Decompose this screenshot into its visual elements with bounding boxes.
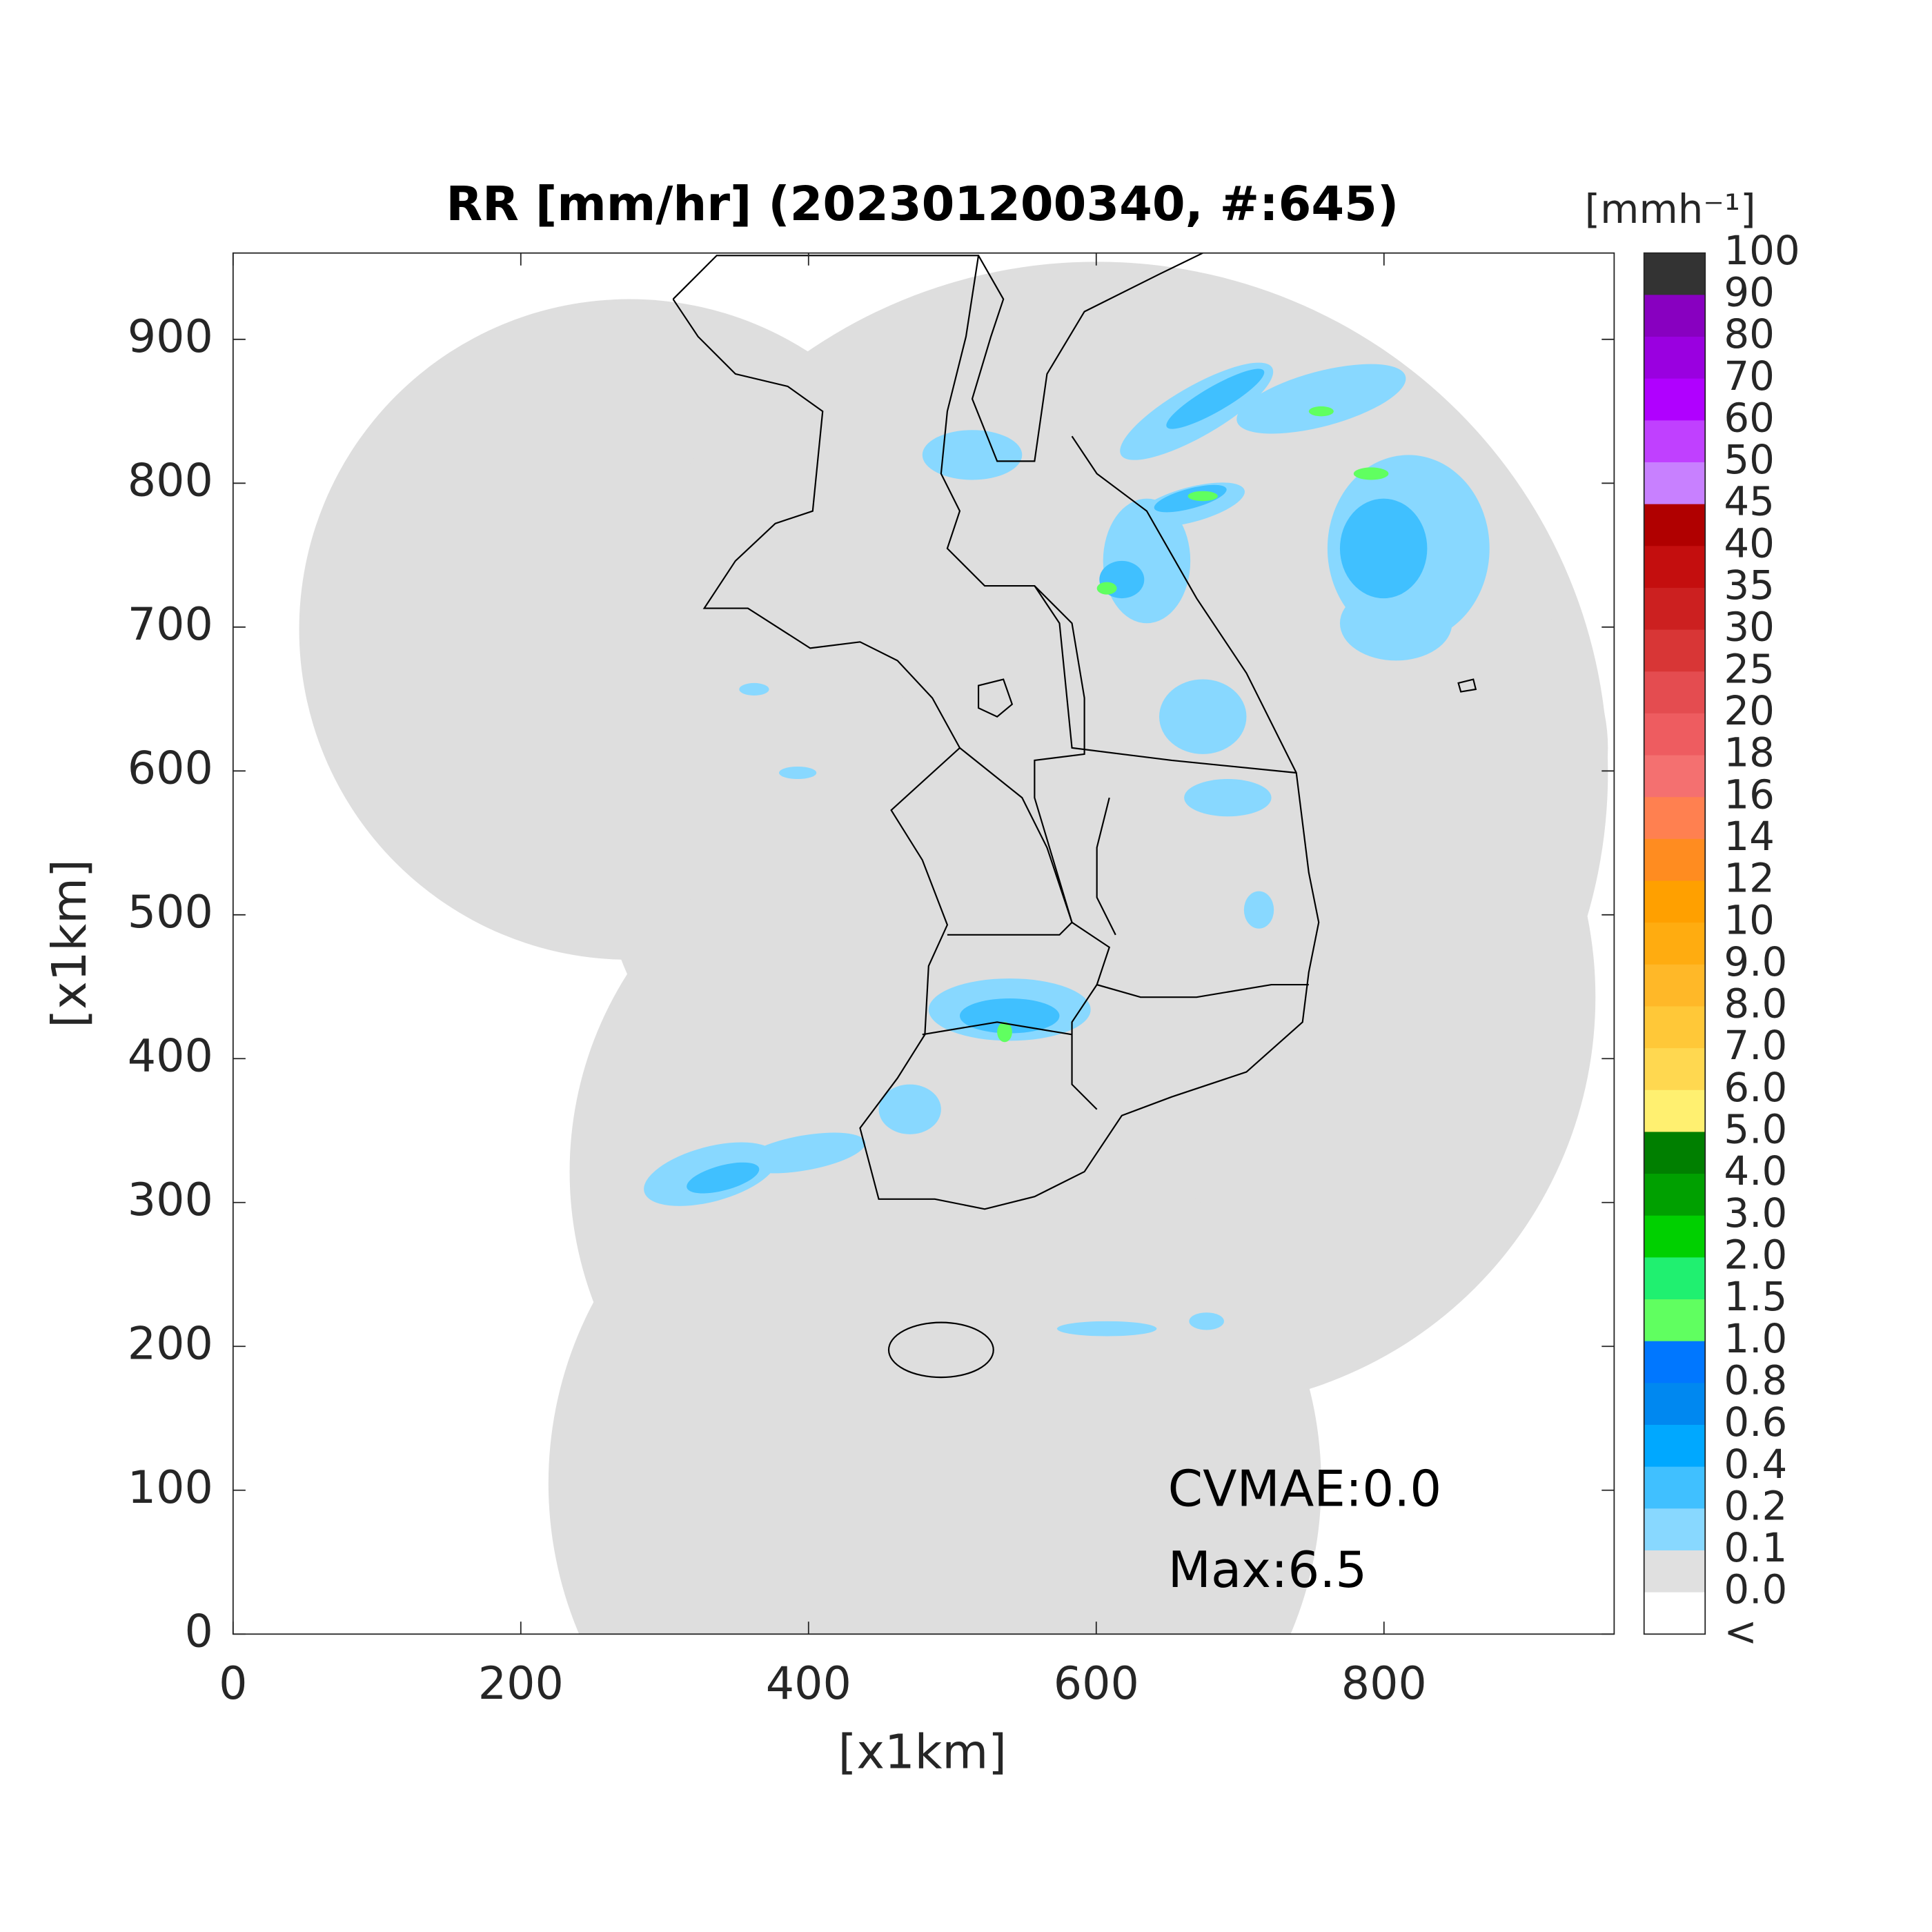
colorbar-segment bbox=[1644, 420, 1706, 463]
annotation: Max:6.5 bbox=[1168, 1541, 1368, 1599]
y-tick-label: 600 bbox=[128, 742, 213, 794]
colorbar-segment bbox=[1644, 755, 1706, 798]
colorbar-tick-label: 100 bbox=[1724, 227, 1800, 274]
colorbar-tick-label: 0.1 bbox=[1724, 1524, 1787, 1571]
colorbar-segment bbox=[1644, 1215, 1706, 1259]
colorbar-tick-label: 5.0 bbox=[1724, 1106, 1787, 1153]
y-tick-label: 500 bbox=[128, 887, 213, 938]
colorbar-segment bbox=[1644, 1508, 1706, 1551]
colorbar-segment bbox=[1644, 964, 1706, 1007]
colorbar-segment bbox=[1644, 1174, 1706, 1216]
y-tick-label: 400 bbox=[128, 1030, 213, 1082]
colorbar-segment bbox=[1644, 880, 1706, 924]
colorbar-tick-label: 25 bbox=[1724, 645, 1775, 692]
colorbar-tick-label: 0.2 bbox=[1724, 1482, 1787, 1529]
rain-echoes bbox=[644, 362, 1490, 1337]
colorbar-segment bbox=[1644, 337, 1706, 379]
map-area bbox=[299, 253, 1608, 1635]
colorbar-segment bbox=[1644, 671, 1706, 714]
colorbar-segment bbox=[1644, 838, 1706, 882]
colorbar-tick-label: 70 bbox=[1724, 353, 1775, 400]
colorbar-tick-label: 0.6 bbox=[1724, 1399, 1787, 1446]
colorbar-tick-label: 40 bbox=[1724, 520, 1775, 566]
y-tick-label: 100 bbox=[128, 1462, 213, 1514]
coastline bbox=[672, 253, 1477, 1379]
colorbar-segment bbox=[1644, 1341, 1706, 1384]
colorbar-tick-label: 45 bbox=[1724, 478, 1775, 525]
colorbar-segment bbox=[1644, 1132, 1706, 1174]
colorbar-frame bbox=[1643, 252, 1706, 1635]
colorbar-tick-label: 2.0 bbox=[1724, 1231, 1787, 1278]
colorbar-segment bbox=[1644, 797, 1706, 840]
colorbar-tick-label: 20 bbox=[1724, 687, 1775, 734]
colorbar-tick-label: 18 bbox=[1724, 729, 1775, 776]
colorbar-segment bbox=[1644, 546, 1706, 589]
colorbar-segment bbox=[1644, 504, 1706, 547]
colorbar-segment bbox=[1644, 713, 1706, 756]
y-tick-label: 200 bbox=[128, 1318, 213, 1370]
colorbar-tick-label: 10 bbox=[1724, 896, 1775, 943]
y-tick-label: 700 bbox=[128, 599, 213, 651]
y-tick-label: 300 bbox=[128, 1174, 213, 1226]
x-axis-label: [x1km] bbox=[838, 1725, 1007, 1780]
colorbar-tick-label: 30 bbox=[1724, 604, 1775, 651]
colorbar-tick-label: 12 bbox=[1724, 855, 1775, 902]
y-axis-label: [x1km] bbox=[42, 859, 97, 1027]
colorbar-tick-label: 14 bbox=[1724, 813, 1775, 860]
x-tick-label: 800 bbox=[1341, 1658, 1427, 1710]
colorbar-tick-label: 1.0 bbox=[1724, 1315, 1787, 1362]
x-tick-label: 200 bbox=[478, 1658, 564, 1710]
colorbar-segment bbox=[1644, 1299, 1706, 1342]
colorbar-tick-label: 6.0 bbox=[1724, 1064, 1787, 1111]
x-tick-label: 400 bbox=[766, 1658, 851, 1710]
colorbar-segment bbox=[1644, 253, 1706, 296]
colorbar-tick-label: 8.0 bbox=[1724, 980, 1787, 1027]
x-tick-label: 0 bbox=[219, 1658, 247, 1710]
x-tick-label: 600 bbox=[1054, 1658, 1139, 1710]
colorbar-label: [mmh⁻¹] bbox=[1585, 186, 1756, 233]
colorbar-segment bbox=[1644, 1550, 1706, 1593]
chart-title: RR [mm/hr] (202301200340, #:645) bbox=[446, 177, 1399, 232]
colorbar-tick-label: 0.8 bbox=[1724, 1357, 1787, 1403]
colorbar-segment bbox=[1644, 629, 1706, 673]
colorbar-tick-label: 0.0 bbox=[1724, 1566, 1787, 1613]
colorbar-tick-label: 9.0 bbox=[1724, 938, 1787, 985]
colorbar-tick-label: 0.4 bbox=[1724, 1441, 1787, 1488]
y-tick-label: 900 bbox=[128, 311, 213, 363]
colorbar-segment bbox=[1644, 1048, 1706, 1091]
y-tick-label: 0 bbox=[185, 1606, 213, 1657]
colorbar-tick-label: 90 bbox=[1724, 268, 1775, 315]
colorbar-segment bbox=[1644, 1006, 1706, 1049]
colorbar-segment bbox=[1644, 378, 1706, 422]
colorbar-tick-label: 35 bbox=[1724, 562, 1775, 609]
colorbar-tick-label: < bbox=[1724, 1608, 1757, 1655]
colorbar-segment bbox=[1644, 295, 1706, 337]
y-tick-label: 800 bbox=[128, 455, 213, 506]
annotation: CVMAE:0.0 bbox=[1168, 1460, 1442, 1518]
colorbar-tick-label: 4.0 bbox=[1724, 1147, 1787, 1194]
colorbar-tick-label: 7.0 bbox=[1724, 1022, 1787, 1069]
colorbar-segment bbox=[1644, 1592, 1706, 1635]
colorbar-segment bbox=[1644, 1383, 1706, 1426]
axes-frame bbox=[232, 252, 1615, 1635]
colorbar-tick-label: 1.5 bbox=[1724, 1273, 1787, 1320]
colorbar-segment bbox=[1644, 462, 1706, 505]
colorbar-tick-label: 3.0 bbox=[1724, 1190, 1787, 1236]
colorbar-segment bbox=[1644, 1466, 1706, 1510]
colorbar-tick-label: 50 bbox=[1724, 436, 1775, 483]
colorbar-tick-label: 16 bbox=[1724, 771, 1775, 818]
colorbar-segment bbox=[1644, 1424, 1706, 1468]
colorbar-segment bbox=[1644, 1257, 1706, 1300]
colorbar-segment bbox=[1644, 587, 1706, 631]
colorbar-tick-label: 80 bbox=[1724, 310, 1775, 357]
colorbar-tick-label: 60 bbox=[1724, 394, 1775, 441]
colorbar-segment bbox=[1644, 1090, 1706, 1133]
colorbar-segment bbox=[1644, 923, 1706, 965]
